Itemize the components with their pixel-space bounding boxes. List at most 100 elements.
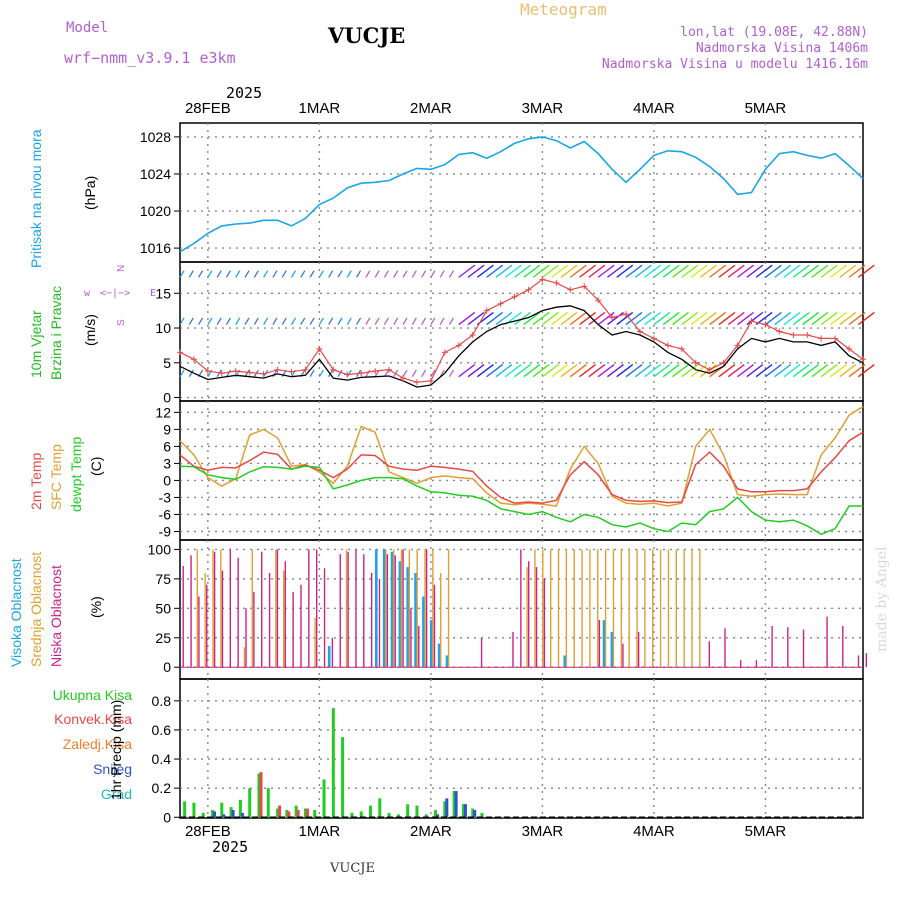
- wind-barb: [402, 369, 408, 378]
- top-time-label: 28FEB: [185, 100, 231, 117]
- temp-ytick-label: 6: [163, 438, 171, 454]
- wind-barb: [737, 311, 754, 326]
- wind-gust-marker: [400, 375, 407, 382]
- wind-barb: [681, 311, 699, 326]
- wind-gust-marker: [330, 366, 337, 373]
- wind-barb: [709, 311, 727, 326]
- wind-barb: [523, 364, 541, 378]
- wind-gust-marker: [497, 300, 504, 307]
- wind-barb: [542, 264, 559, 278]
- elevation-label: Nadmorska Visina 1406m: [695, 41, 868, 56]
- footer-title: VUCJE: [330, 861, 375, 876]
- temp-ytick-label: -6: [159, 506, 172, 522]
- wind-barb: [699, 264, 717, 278]
- wind-barb: [848, 311, 866, 326]
- wind-barb: [402, 317, 408, 325]
- wind-barb: [699, 311, 717, 326]
- wind-barb: [393, 270, 399, 278]
- wind-barb: [848, 264, 866, 278]
- wind-barb: [820, 264, 838, 278]
- wind-barb: [848, 364, 866, 378]
- wind-gust-marker: [274, 366, 281, 373]
- wind-barb: [681, 264, 699, 278]
- wind-barb: [253, 317, 259, 325]
- wind-barb: [746, 311, 764, 326]
- precip-ytick-label: 0.6: [152, 722, 172, 738]
- temp-ytick-label: -3: [159, 489, 172, 505]
- precip-ytick-label: 0.4: [152, 751, 172, 767]
- wind-barb: [448, 270, 455, 278]
- wind-barb: [402, 270, 408, 278]
- compass-east: E: [150, 288, 157, 299]
- wind-barb: [569, 311, 587, 326]
- wind-barb: [328, 317, 334, 325]
- wind-barb: [532, 364, 550, 378]
- wind-barb: [737, 264, 754, 278]
- wind-gust-marker: [832, 335, 839, 342]
- precip-bar-3: [454, 791, 458, 818]
- bottom-time-label: 1MAR: [299, 823, 341, 840]
- dewpt-line: [179, 465, 863, 536]
- wind-gust-marker: [316, 345, 323, 352]
- wind-barb: [560, 311, 578, 326]
- wind-barb: [857, 311, 875, 326]
- wind-barb: [458, 264, 476, 278]
- precip-bar-0: [359, 811, 363, 818]
- wind-barb: [263, 270, 269, 278]
- wind-barb: [542, 311, 559, 326]
- wind-barb: [337, 369, 343, 378]
- compass-axis: <−|−>: [100, 288, 131, 299]
- cloud-ytick-label: 75: [155, 571, 171, 587]
- wind-barb: [198, 270, 204, 278]
- precip-bar-0: [443, 801, 447, 818]
- wind-barb: [579, 364, 596, 378]
- precip-bar-0: [480, 812, 484, 818]
- bottom-time-label: 28FEB: [185, 823, 231, 840]
- wind-barb: [607, 311, 624, 326]
- wind-barb: [551, 364, 569, 378]
- wind-gust-marker: [386, 366, 393, 373]
- precip-bar-0: [183, 801, 187, 818]
- precip-bar-0: [452, 791, 456, 818]
- wind-barb: [718, 264, 736, 278]
- wind-barb: [709, 264, 727, 278]
- wind-barb: [820, 364, 838, 378]
- wind-barb: [857, 364, 875, 378]
- wind-barb: [290, 270, 297, 278]
- pressure-frame: [179, 122, 864, 263]
- wind-barb: [774, 311, 792, 326]
- wind-barb: [774, 264, 792, 278]
- precip-bar-0: [406, 804, 410, 818]
- wind-barb: [755, 264, 773, 278]
- wind-barb: [811, 364, 829, 378]
- wind-barb: [495, 264, 513, 278]
- wind-barb: [207, 270, 213, 278]
- wind-barb: [225, 270, 232, 278]
- wind-barb: [551, 264, 569, 278]
- wind-ytick-label: 15: [155, 285, 171, 301]
- sfc-temp-line: [179, 406, 864, 507]
- wind-barb: [281, 317, 287, 325]
- temp-ytick-label: -9: [159, 523, 172, 539]
- wind-barb: [569, 364, 587, 378]
- temp-ytick-label: 9: [163, 421, 171, 437]
- wind-barb: [411, 270, 417, 278]
- wind-gust-marker: [413, 379, 420, 386]
- precip-bar-0: [396, 814, 400, 818]
- wind-barb: [272, 270, 278, 278]
- lonlat-label: lon,lat (19.08E, 42.88N): [680, 25, 868, 40]
- top-time-label: 1MAR: [299, 100, 341, 117]
- precip-bar-3: [436, 814, 440, 818]
- wind-gust-marker: [344, 371, 351, 378]
- wind-barb: [607, 264, 624, 278]
- model-elevation-label: Nadmorska Visina u modelu 1416.16m: [601, 57, 868, 72]
- wind-barb: [542, 364, 559, 378]
- wind-barb: [253, 270, 259, 278]
- wind-gust-marker: [553, 279, 560, 286]
- precip-bar-0: [313, 809, 317, 818]
- wind-gust-marker: [372, 368, 379, 375]
- wind-barb: [356, 317, 362, 325]
- wind-gust-marker: [804, 331, 811, 338]
- cloud-ytick-label: 25: [155, 630, 171, 646]
- wind-barb: [597, 364, 615, 378]
